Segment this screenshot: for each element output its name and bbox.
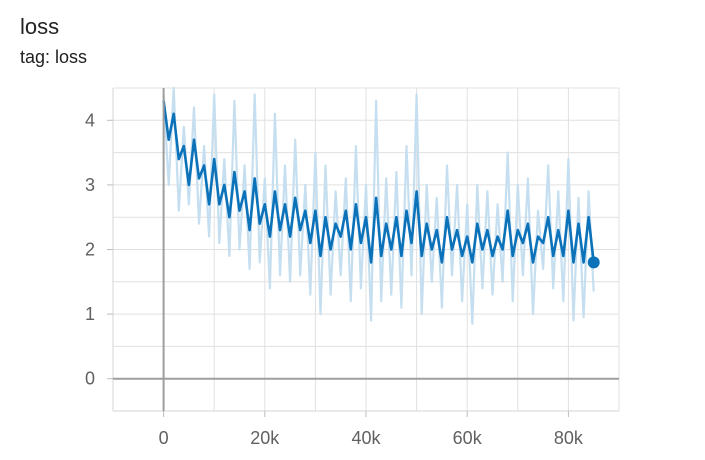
tick-labels: 0 20k 40k 60k 80k 0 1 2 3 4 xyxy=(85,110,584,448)
y-tick-label: 3 xyxy=(85,175,95,195)
smoothed-series-line xyxy=(162,100,595,264)
chart-title: loss xyxy=(20,14,60,39)
raw-series xyxy=(162,86,595,325)
y-tick-label: 0 xyxy=(85,369,95,389)
last-point-marker xyxy=(587,256,600,269)
x-tick-label: 20k xyxy=(250,428,280,448)
x-tick-label: 60k xyxy=(453,428,483,448)
raw-series-line xyxy=(162,86,595,325)
smoothed-series xyxy=(162,100,600,269)
chart-subtitle: tag: loss xyxy=(20,47,88,67)
axes xyxy=(107,88,619,417)
y-tick-label: 2 xyxy=(85,240,95,260)
y-tick-label: 4 xyxy=(85,110,95,130)
x-tick-label: 0 xyxy=(159,428,169,448)
x-tick-label: 40k xyxy=(351,428,381,448)
y-tick-label: 1 xyxy=(85,304,95,324)
x-tick-label: 80k xyxy=(554,428,584,448)
